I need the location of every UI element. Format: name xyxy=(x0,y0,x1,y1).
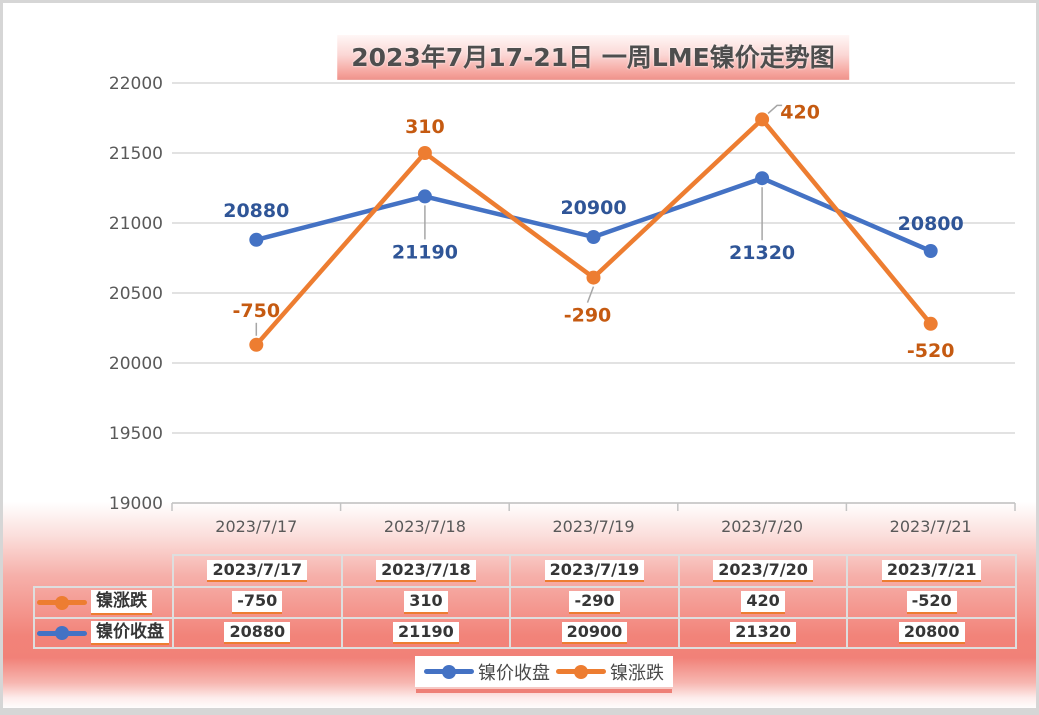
data-point xyxy=(417,146,432,160)
y-axis-label: 22000 xyxy=(109,74,163,94)
table-header-cell: 2023/7/19 xyxy=(509,554,680,588)
data-point xyxy=(586,230,601,244)
table-row: 镍涨跌 -750 310 -290 420 -520 xyxy=(33,586,1017,619)
value-chip: 21320 xyxy=(730,621,796,645)
table-corner-cell xyxy=(34,555,173,587)
legend-item-close-price: 镍价收盘 xyxy=(424,659,550,685)
data-label: 21190 xyxy=(392,241,458,263)
y-axis-label: 21500 xyxy=(109,144,163,164)
table-row-label-cell: 镍价收盘 xyxy=(33,617,174,649)
table-value-cell: 20880 xyxy=(172,617,343,649)
table-value-cell: 21320 xyxy=(677,617,849,649)
leader-line xyxy=(586,286,595,303)
data-label: 21320 xyxy=(729,242,795,264)
data-point xyxy=(586,270,601,285)
data-label: -750 xyxy=(233,300,281,322)
data-label: -520 xyxy=(907,340,955,362)
data-point xyxy=(417,189,432,204)
value-chip: 20900 xyxy=(561,621,628,645)
table-row-label-cell: 镍涨跌 xyxy=(33,586,174,619)
table-header-cell: 2023/7/17 xyxy=(172,554,343,588)
data-label: 20800 xyxy=(898,213,964,235)
data-point xyxy=(755,171,770,186)
leader-line xyxy=(767,104,783,114)
data-label: 420 xyxy=(780,101,820,123)
line-chart: 22000 21500 21000 20500 20000 19500 19000 2023/… xyxy=(109,74,1016,536)
x-axis-label: 2023/7/20 xyxy=(721,517,803,536)
table-header-cell: 2023/7/20 xyxy=(677,554,849,588)
legend-label: 镍涨跌 xyxy=(610,662,664,684)
table-value-cell: 420 xyxy=(677,586,849,619)
table-value-cell: 21190 xyxy=(340,617,512,649)
line-marker-icon xyxy=(37,600,87,605)
data-point xyxy=(249,337,264,352)
data-label: -290 xyxy=(564,305,612,327)
y-axis-label: 21000 xyxy=(109,214,163,234)
table-value-cell: 20900 xyxy=(509,617,680,649)
table-row: 镍价收盘 20880 21190 20900 21320 20800 xyxy=(33,617,1017,649)
data-point xyxy=(923,244,938,258)
chart-legend: 镍价收盘 镍涨跌 xyxy=(415,656,673,689)
data-table: 2023/7/17 2023/7/18 2023/7/19 2023/7/20 2023… xyxy=(33,554,1017,649)
legend-item-change: 镍涨跌 xyxy=(556,659,664,685)
x-axis-label: 2023/7/19 xyxy=(552,517,634,536)
x-axis-label: 2023/7/21 xyxy=(890,517,972,536)
line-marker-icon xyxy=(556,669,606,674)
value-chip: -750 xyxy=(232,591,283,614)
value-chip: -520 xyxy=(906,591,957,614)
series-name-chip: 镍涨跌 xyxy=(91,590,152,615)
value-chip: -290 xyxy=(569,591,620,614)
x-axis-label: 2023/7/17 xyxy=(215,517,297,536)
legend-label: 镍价收盘 xyxy=(478,662,550,684)
data-label: 20900 xyxy=(560,197,626,219)
y-axis-label: 20500 xyxy=(109,284,163,304)
line-marker-icon xyxy=(424,669,474,674)
table-header-cell: 2023/7/21 xyxy=(846,554,1017,588)
table-value-cell: -750 xyxy=(172,586,343,619)
date-chip: 2023/7/20 xyxy=(713,559,813,583)
table-header-cell: 2023/7/18 xyxy=(340,554,512,588)
y-axis-label: 19500 xyxy=(109,424,163,444)
value-chip: 310 xyxy=(404,591,448,614)
series-name-chip: 镍价收盘 xyxy=(91,620,169,646)
x-axis-label: 2023/7/18 xyxy=(384,517,466,536)
value-chip: 20800 xyxy=(898,621,965,645)
data-point xyxy=(755,112,770,127)
table-value-cell: 310 xyxy=(340,586,512,619)
y-axis-label: 19000 xyxy=(109,494,163,514)
data-label: 310 xyxy=(405,116,445,138)
table-value-cell: -290 xyxy=(509,586,680,619)
value-chip: 21190 xyxy=(393,621,459,645)
line-marker-icon xyxy=(37,630,87,636)
data-label: 20880 xyxy=(223,200,289,222)
value-chip: 420 xyxy=(741,591,785,614)
value-chip: 20880 xyxy=(224,621,291,645)
data-point xyxy=(923,316,938,331)
table-value-cell: -520 xyxy=(846,586,1017,619)
date-chip: 2023/7/18 xyxy=(376,559,476,583)
date-chip: 2023/7/21 xyxy=(881,559,982,583)
chart-title: 2023年7月17-21日 一周LME镍价走势图 xyxy=(337,35,849,80)
date-chip: 2023/7/19 xyxy=(544,559,645,583)
data-point xyxy=(249,232,264,247)
table-value-cell: 20800 xyxy=(846,617,1017,649)
y-axis-label: 20000 xyxy=(109,354,163,374)
date-chip: 2023/7/17 xyxy=(207,559,308,583)
